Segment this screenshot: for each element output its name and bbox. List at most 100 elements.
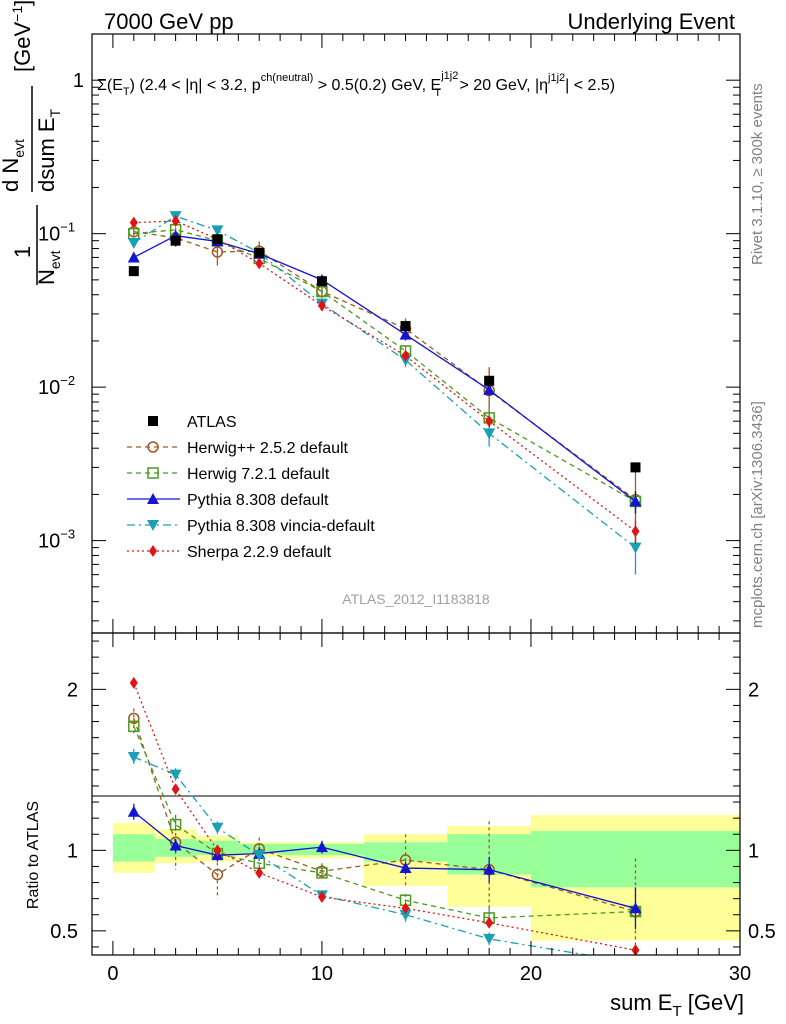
legend-entry: Sherpa 2.2.9 default <box>127 544 332 561</box>
legend-marker <box>147 520 159 531</box>
ratio-panel <box>127 676 642 955</box>
x-tick-label: 0 <box>107 963 118 985</box>
data-point <box>127 251 140 263</box>
header-left: 7000 GeV pp <box>104 9 234 34</box>
x-tick-label: 10 <box>311 963 333 985</box>
ratio-point <box>171 783 180 796</box>
legend-label: ATLAS <box>187 414 237 431</box>
series-0 <box>128 234 641 473</box>
y-tick-label: 10−2 <box>38 373 75 399</box>
legend-marker <box>147 441 159 453</box>
subtitle-sup-eta: j1j2 <box>547 72 565 84</box>
selection-cuts-label: Σ(ET) (2.4 < |η| < 3.2, pch(neutral) > 0… <box>97 70 615 99</box>
data-point <box>400 321 411 332</box>
ytitle-nevt: Nevt <box>34 250 63 285</box>
ratio-y-tick-label: 2 <box>67 679 78 701</box>
ytitle-dn: d Nevt <box>0 139 27 192</box>
ratio-y-axis-title: Ratio to ATLAS <box>25 801 42 909</box>
ratio-point <box>401 902 410 915</box>
ratio-point <box>316 867 328 879</box>
ratio-point <box>211 822 224 834</box>
ratio-point <box>483 863 496 875</box>
ratio-y-tick-label: 0.5 <box>50 921 78 943</box>
x-tick-label: 20 <box>520 963 542 985</box>
ratio-uncertainty-bands <box>112 814 740 941</box>
ratio-point <box>399 862 412 874</box>
ytitle-frac-one: 1 <box>10 246 35 258</box>
ratio-point <box>399 909 412 921</box>
ratio-panel-frame <box>91 632 741 956</box>
subtitle-sub-t1: T <box>123 86 130 98</box>
data-point <box>485 415 494 428</box>
ratio-line <box>133 811 636 909</box>
data-point <box>129 216 138 229</box>
rivet-label: Rivet 3.1.10, ≥ 300k events <box>749 83 766 265</box>
legend-label: Herwig 7.2.1 default <box>187 466 330 483</box>
legend-label: Sherpa 2.2.9 default <box>187 544 332 561</box>
series-line <box>133 235 636 502</box>
ratio-point <box>127 805 140 817</box>
data-point <box>170 235 181 246</box>
ratio-point <box>629 902 642 914</box>
series-line <box>133 229 636 502</box>
legend-label: Pythia 8.308 vincia-default <box>187 518 375 535</box>
ratio-line <box>133 682 636 951</box>
ratio-point <box>169 818 182 831</box>
legend-label: Pythia 8.308 default <box>187 492 329 509</box>
legend: ATLAS Herwig++ 2.5.2 default Herwig 7.2.1 … <box>127 414 375 561</box>
ratio-point <box>169 839 182 851</box>
main-panel <box>127 211 642 575</box>
legend-marker <box>147 493 159 504</box>
subtitle-pt-cut: > 0.5(0.2) GeV, E <box>313 77 441 94</box>
data-point <box>484 375 495 386</box>
legend-marker <box>147 467 159 479</box>
data-point <box>211 246 224 258</box>
subtitle-jet-cut: > 20 GeV, |η <box>455 77 548 94</box>
data-point <box>629 495 642 507</box>
ratio-point <box>253 850 266 862</box>
data-point <box>631 525 640 538</box>
subtitle-eta-range: ) (2.4 < |η| < 3.2, p <box>130 77 261 94</box>
data-point <box>483 383 496 395</box>
ratio-point <box>128 720 140 733</box>
ratio-point <box>169 769 182 781</box>
data-point <box>127 237 140 249</box>
ratio-ticks: 0.5 0.51 12 20 10 20 30 <box>50 633 776 985</box>
subtitle-sup-ch: ch(neutral) <box>261 72 314 84</box>
series-line <box>133 231 636 501</box>
data-point <box>211 225 224 237</box>
ytitle-dsum: dsum ET <box>34 108 63 192</box>
legend-marker <box>149 545 157 557</box>
series-line <box>133 215 636 549</box>
stat-uncertainty-band <box>363 842 448 862</box>
data-point <box>212 234 223 245</box>
y-tick-label: 10−3 <box>38 527 75 553</box>
ratio-y-tick-label-right: 1 <box>748 840 759 862</box>
ratio-line <box>133 756 591 955</box>
ratio-point <box>213 844 222 857</box>
legend-entry: Herwig++ 2.5.2 default <box>127 440 349 457</box>
ratio-point <box>255 866 264 879</box>
ratio-y-tick-label-right: 2 <box>748 679 759 701</box>
analysis-id: ATLAS_2012_I1183818 <box>342 591 490 607</box>
y-tick-label: 1 <box>73 70 84 92</box>
data-point <box>630 462 641 473</box>
ratio-point <box>485 916 494 929</box>
ratio-y-tick-label-right: 0.5 <box>748 921 776 943</box>
subtitle-sigma: Σ(E <box>97 77 123 94</box>
legend-entry: ATLAS <box>148 414 237 431</box>
legend-entry: Pythia 8.308 vincia-default <box>127 518 375 535</box>
data-point <box>316 285 328 298</box>
legend-label: Herwig++ 2.5.2 default <box>187 440 349 457</box>
y-tick-label: 10−1 <box>38 220 75 246</box>
data-point <box>483 428 496 440</box>
data-point <box>255 257 264 270</box>
ratio-point <box>129 676 138 689</box>
ratio-point <box>315 841 328 853</box>
subtitle-eta-cut: | < 2.5) <box>565 77 615 94</box>
data-point <box>401 349 410 362</box>
subtitle-sup-jet: j1j2 <box>440 70 458 82</box>
data-point <box>317 299 326 312</box>
series-line <box>133 220 636 532</box>
